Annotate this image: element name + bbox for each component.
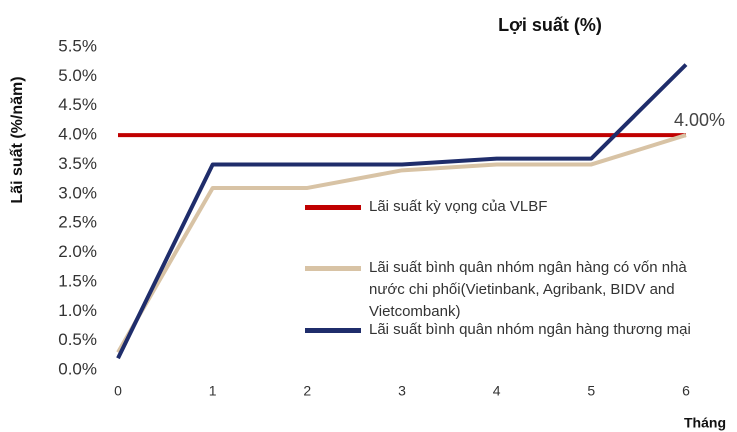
legend-item: Lãi suất bình quân nhóm ngân hàng thương… (305, 319, 709, 341)
y-axis-label: Lãi suất (%/năm) (9, 76, 26, 203)
series-line (116, 133, 687, 354)
x-tick-label: 6 (682, 383, 690, 399)
series-line (116, 63, 688, 360)
x-axis-label: Tháng (684, 415, 726, 431)
x-tick-label: 5 (587, 383, 595, 399)
x-tick-label: 1 (209, 383, 217, 399)
legend-swatch (305, 266, 361, 271)
y-tick-label: 3.0% (58, 183, 97, 202)
legend-swatch (305, 205, 361, 210)
chart-title: Lợi suất (%) (498, 15, 602, 35)
legend-label: Lãi suất bình quân nhóm ngân hàng thương… (369, 321, 691, 338)
x-tick-label: 3 (398, 383, 406, 399)
y-tick-label: 5.5% (58, 36, 97, 55)
y-tick-label: 1.0% (58, 301, 97, 320)
y-tick-label: 4.0% (58, 125, 97, 144)
y-tick-label: 0.0% (58, 359, 97, 378)
x-tick-label: 2 (303, 383, 311, 399)
y-tick-label: 0.5% (58, 330, 97, 349)
y-tick-label: 2.0% (58, 242, 97, 261)
y-tick-label: 1.5% (58, 271, 97, 290)
y-tick-label: 5.0% (58, 66, 97, 85)
legend-swatch (305, 328, 361, 333)
y-tick-label: 3.5% (58, 154, 97, 173)
legend-item: Lãi suất kỳ vọng của VLBF (305, 196, 669, 218)
legend-item: Lãi suất bình quân nhóm ngân hàng có vốn… (305, 257, 699, 323)
legend-label: Lãi suất bình quân nhóm ngân hàng có vốn… (369, 259, 687, 320)
x-tick-label: 4 (493, 383, 501, 399)
y-tick-label: 2.5% (58, 213, 97, 232)
y-tick-label: 4.5% (58, 95, 97, 114)
data-label: 4.00% (674, 110, 725, 130)
x-tick-label: 0 (114, 383, 122, 399)
legend-label: Lãi suất kỳ vọng của VLBF (369, 198, 548, 215)
